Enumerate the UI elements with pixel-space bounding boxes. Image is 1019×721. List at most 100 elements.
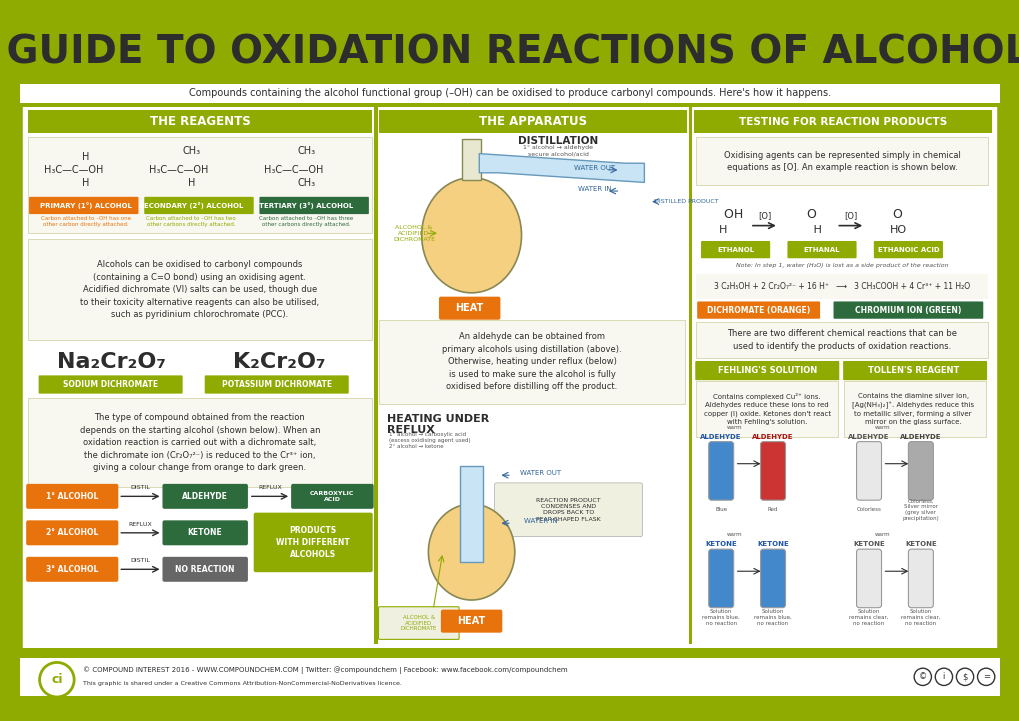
FancyBboxPatch shape (26, 484, 118, 509)
Text: Carbon attached to –OH has one
other carbon directly attached.: Carbon attached to –OH has one other car… (41, 216, 130, 227)
Text: H₃C—C—OH: H₃C—C—OH (44, 165, 103, 175)
FancyBboxPatch shape (908, 549, 932, 608)
Text: WATER OUT: WATER OUT (520, 470, 560, 477)
Text: ALCOHOL &
ACIDIFIED
DICHROMATE: ALCOHOL & ACIDIFIED DICHROMATE (400, 615, 436, 632)
Text: ci: ci (51, 673, 62, 686)
FancyBboxPatch shape (29, 197, 139, 214)
FancyBboxPatch shape (695, 361, 839, 380)
Text: ETHANAL: ETHANAL (803, 247, 840, 252)
FancyBboxPatch shape (26, 557, 118, 582)
Text: PRODUCTS
WITH DIFFERENT
ALCOHOLS: PRODUCTS WITH DIFFERENT ALCOHOLS (276, 526, 350, 559)
Text: POTASSIUM DICHROMATE: POTASSIUM DICHROMATE (221, 379, 331, 389)
Text: REFLUX: REFLUX (128, 522, 152, 526)
Polygon shape (479, 154, 644, 182)
Bar (373, 107, 377, 644)
Text: TERTIARY (3°) ALCOHOL: TERTIARY (3°) ALCOHOL (259, 202, 354, 209)
Text: WATER IN: WATER IN (577, 186, 610, 192)
Text: HO: HO (890, 226, 907, 236)
Bar (20, 696, 999, 707)
FancyBboxPatch shape (760, 549, 785, 608)
Text: CH₃: CH₃ (298, 178, 315, 188)
Bar (696, 274, 987, 298)
Text: Carbon attached to –OH has three
other carbons directly attached.: Carbon attached to –OH has three other c… (259, 216, 354, 227)
Bar (20, 14, 999, 84)
Text: Solution
remains clear,
no reaction: Solution remains clear, no reaction (900, 609, 940, 626)
Text: OH: OH (699, 208, 742, 221)
Bar (379, 319, 684, 404)
Text: 1° alcohol → aldehyde
secure alcohol/acid: 1° alcohol → aldehyde secure alcohol/aci… (523, 145, 592, 156)
Text: WATER IN: WATER IN (524, 518, 557, 524)
Text: 3° ALCOHOL: 3° ALCOHOL (46, 565, 98, 574)
Text: REACTION PRODUCT
CONDENSES AND
DROPS BACK TO
PEAR-SHAPED FLASK: REACTION PRODUCT CONDENSES AND DROPS BAC… (536, 498, 600, 521)
Text: Oxidising agents can be represented simply in chemical
equations as [O]. An exam: Oxidising agents can be represented simp… (723, 151, 960, 172)
Text: warm: warm (874, 425, 890, 430)
Text: Colorless: Colorless (856, 508, 880, 513)
Text: A GUIDE TO OXIDATION REACTIONS OF ALCOHOLS: A GUIDE TO OXIDATION REACTIONS OF ALCOHO… (0, 34, 1019, 72)
Text: HEAT: HEAT (455, 303, 483, 313)
Text: 3 C₂H₅OH + 2 Cr₂O₇²⁻ + 16 H⁺   ⟶   3 CH₃COOH + 4 Cr³⁺ + 11 H₂O: 3 C₂H₅OH + 2 Cr₂O₇²⁻ + 16 H⁺ ⟶ 3 CH₃COOH… (713, 282, 969, 291)
Text: ALCOHOL &
ACIDIFIED
DICHROMATE: ALCOHOL & ACIDIFIED DICHROMATE (392, 225, 434, 242)
Text: ALDEHYDE: ALDEHYDE (700, 434, 741, 440)
Text: KETONE: KETONE (904, 541, 935, 547)
Text: THE APPARATUS: THE APPARATUS (479, 115, 587, 128)
FancyBboxPatch shape (873, 241, 942, 258)
Text: ETHANOIC ACID: ETHANOIC ACID (876, 247, 938, 252)
Text: KETONE: KETONE (187, 528, 222, 537)
Text: REFLUX: REFLUX (258, 485, 281, 490)
Bar (20, 84, 999, 102)
Text: ©: © (918, 672, 926, 681)
Text: NO REACTION: NO REACTION (175, 565, 234, 574)
Text: Compounds containing the alcohol functional group (–OH) can be oxidised to produ: Compounds containing the alcohol functio… (189, 88, 830, 98)
Text: H: H (82, 178, 90, 188)
Text: i: i (942, 672, 945, 681)
Text: warm: warm (874, 532, 890, 537)
Text: DISTIL: DISTIL (130, 558, 150, 563)
Text: SECONDARY (2°) ALCOHOL: SECONDARY (2°) ALCOHOL (139, 202, 244, 209)
Text: ETHANOL: ETHANOL (716, 247, 753, 252)
Text: KETONE: KETONE (756, 541, 788, 547)
Text: O: O (884, 208, 902, 221)
Bar (462, 139, 481, 180)
Text: Contains the diamine silver ion,
[Ag(NH₃)₂]⁺. Aldehydes reduce this
to metallic : Contains the diamine silver ion, [Ag(NH₃… (851, 393, 973, 425)
Text: ALDEHYDE: ALDEHYDE (899, 434, 941, 440)
FancyBboxPatch shape (908, 442, 932, 500)
Text: This graphic is shared under a Creative Commons Attribution-NonCommercial-NoDeri: This graphic is shared under a Creative … (83, 681, 401, 686)
FancyBboxPatch shape (440, 610, 501, 632)
Text: CH₃: CH₃ (182, 146, 200, 156)
Bar (696, 137, 987, 185)
Text: warm: warm (727, 532, 742, 537)
Text: Solution
remains blue,
no reaction: Solution remains blue, no reaction (702, 609, 740, 626)
Text: warm: warm (727, 425, 742, 430)
FancyBboxPatch shape (494, 483, 642, 536)
FancyBboxPatch shape (254, 513, 372, 572)
Text: DISTILLATION: DISTILLATION (518, 136, 597, 146)
FancyBboxPatch shape (26, 521, 118, 545)
Text: SODIUM DICHROMATE: SODIUM DICHROMATE (63, 379, 158, 389)
Text: An aldehyde can be obtained from
primary alcohols using distillation (above).
Ot: An aldehyde can be obtained from primary… (442, 332, 622, 392)
FancyBboxPatch shape (856, 549, 880, 608)
FancyBboxPatch shape (378, 607, 459, 640)
Text: The type of compound obtained from the reaction
depends on the starting alcohol : The type of compound obtained from the r… (79, 413, 320, 472)
Text: Colorless,
Silver mirror
(grey silver
precipitation): Colorless, Silver mirror (grey silver pr… (902, 499, 938, 521)
Bar (29, 399, 371, 487)
FancyBboxPatch shape (708, 549, 733, 608)
FancyBboxPatch shape (162, 484, 248, 509)
Ellipse shape (428, 504, 515, 600)
Text: TOLLEN'S REAGENT: TOLLEN'S REAGENT (867, 366, 958, 375)
Text: O: O (798, 208, 816, 221)
FancyBboxPatch shape (843, 361, 986, 380)
Text: $: $ (961, 672, 967, 681)
Text: Red: Red (767, 508, 777, 513)
FancyBboxPatch shape (259, 197, 369, 214)
Text: H: H (802, 226, 821, 236)
Text: 1° alcohol → carboxylic acid
(excess oxidising agent used)
2° alcohol → ketone: 1° alcohol → carboxylic acid (excess oxi… (388, 432, 470, 449)
Text: H: H (704, 226, 727, 236)
Text: THE REAGENTS: THE REAGENTS (150, 115, 250, 128)
Bar (20, 648, 999, 658)
Text: DICHROMATE (ORANGE): DICHROMATE (ORANGE) (706, 306, 809, 314)
Text: KETONE: KETONE (704, 541, 737, 547)
FancyBboxPatch shape (144, 197, 254, 214)
Text: Na₂Cr₂O₇: Na₂Cr₂O₇ (57, 352, 166, 372)
FancyBboxPatch shape (290, 484, 373, 509)
Text: © COMPOUND INTEREST 2016 - WWW.COMPOUNDCHEM.COM | Twitter: @compoundchem | Faceb: © COMPOUND INTEREST 2016 - WWW.COMPOUNDC… (83, 666, 567, 674)
